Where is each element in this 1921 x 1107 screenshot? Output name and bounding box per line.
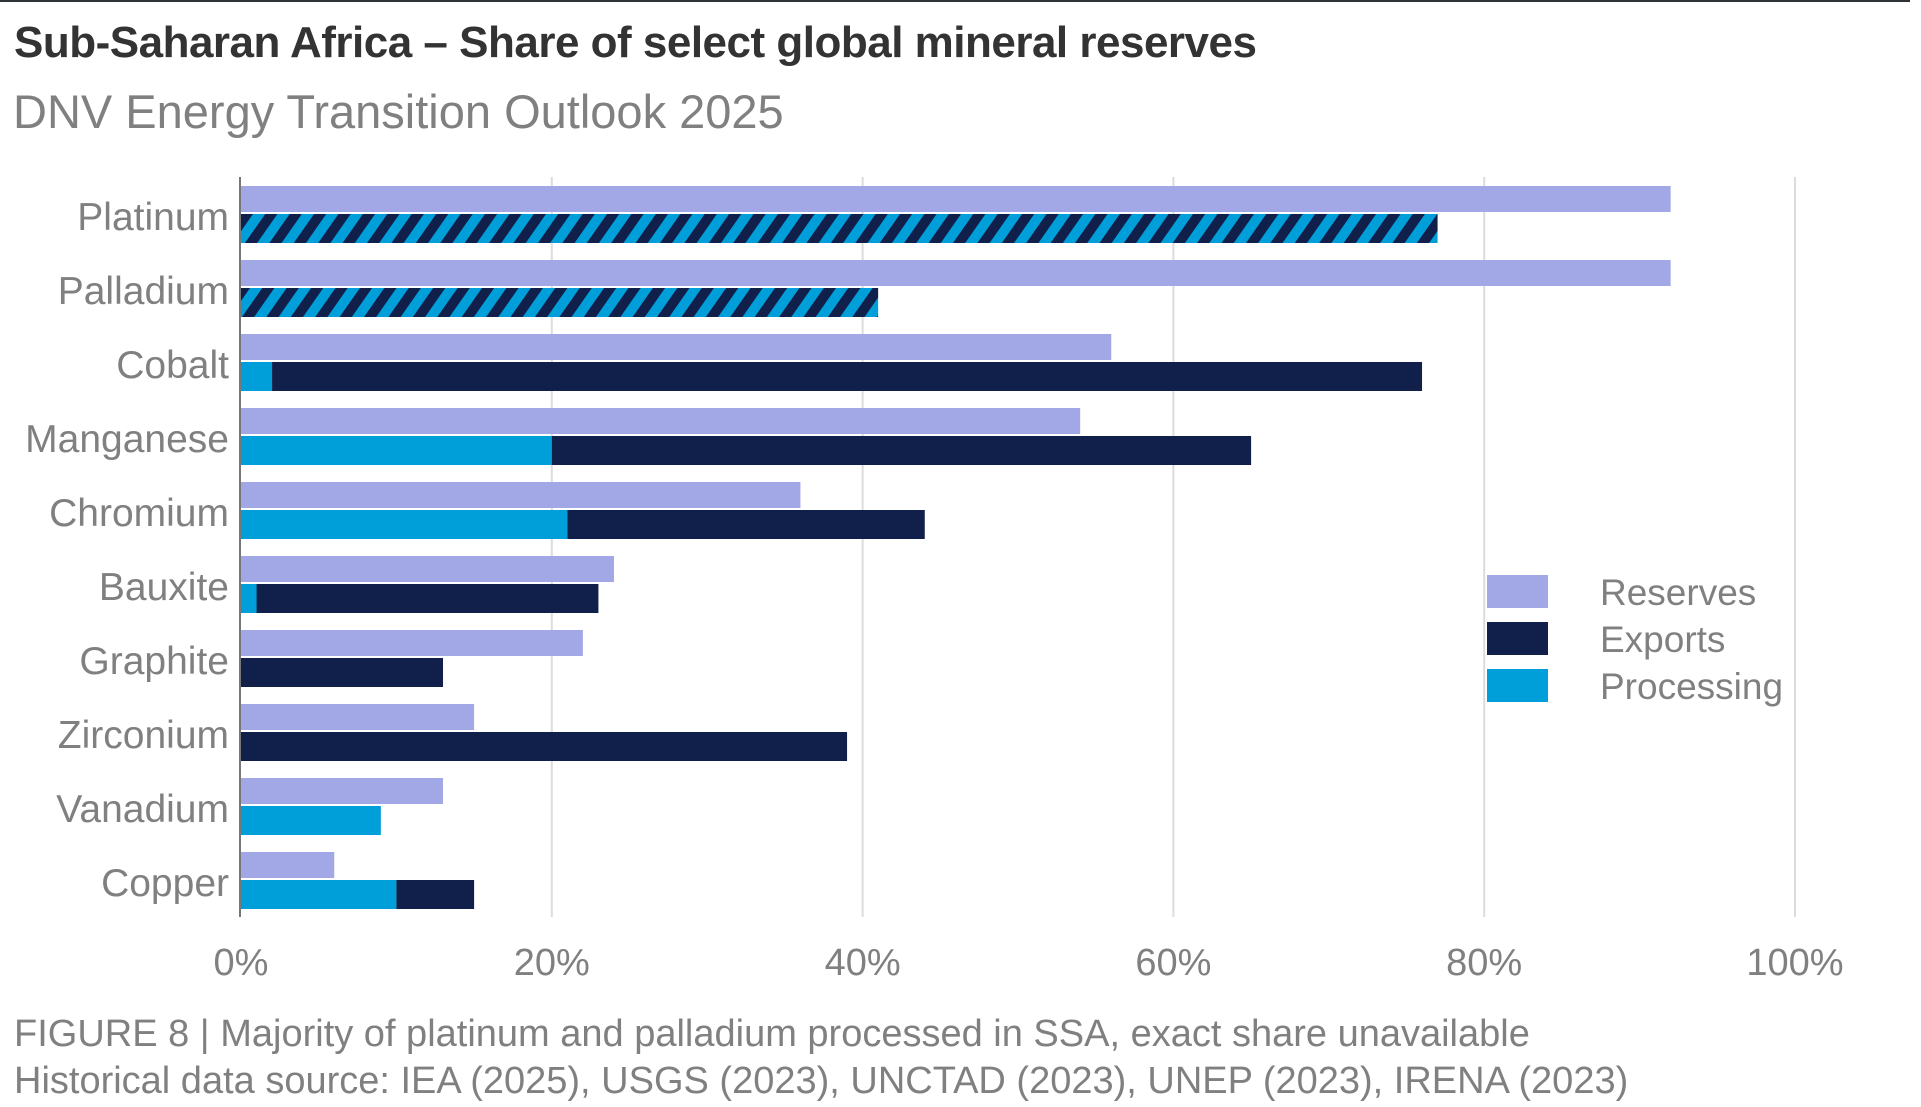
bar-exports-processing-hatched	[241, 288, 879, 317]
category-label: Copper	[101, 862, 229, 905]
category-label: Palladium	[58, 270, 229, 313]
x-tick-label: 80%	[1446, 942, 1522, 984]
category-label: Platinum	[77, 196, 229, 239]
bar-reserves	[241, 408, 1081, 434]
category-label: Cobalt	[116, 344, 229, 387]
bar-reserves	[241, 630, 583, 656]
x-tick-label: 20%	[514, 942, 590, 984]
chart-title: Sub-Saharan Africa – Share of select glo…	[14, 18, 1257, 67]
bar-processing	[241, 436, 552, 465]
legend-label-exports: Exports	[1600, 619, 1725, 660]
bar-reserves	[241, 704, 475, 730]
bar-exports	[256, 584, 599, 613]
bar-reserves	[241, 186, 1671, 212]
bar-processing	[241, 362, 273, 391]
bar-exports	[396, 880, 475, 909]
x-tick-label: 100%	[1746, 942, 1843, 984]
x-tick-label: 0%	[214, 942, 269, 984]
legend-swatch-processing	[1487, 669, 1548, 702]
top-border-line	[0, 0, 1910, 2]
legend-swatch-exports	[1487, 622, 1548, 655]
bars	[241, 186, 1671, 909]
legend-label-processing: Processing	[1600, 666, 1783, 707]
bar-exports-processing-hatched	[241, 214, 1438, 243]
category-labels: Platinum Palladium Cobalt Manganese Chromium…	[25, 196, 229, 905]
chart-subtitle: DNV Energy Transition Outlook 2025	[13, 85, 784, 138]
figure-caption: FIGURE 8 | Majority of platinum and pall…	[14, 1013, 1530, 1055]
legend-swatch-reserves	[1487, 575, 1548, 608]
category-label: Chromium	[49, 492, 229, 535]
bar-processing	[241, 806, 381, 835]
bar-exports	[567, 510, 925, 539]
bar-processing	[241, 510, 568, 539]
bar-exports	[241, 732, 848, 761]
x-tick-label: 60%	[1135, 942, 1211, 984]
bar-exports	[272, 362, 1423, 391]
bar-exports	[241, 658, 444, 687]
bar-reserves	[241, 482, 801, 508]
category-label: Manganese	[25, 418, 229, 461]
bar-reserves	[241, 556, 614, 582]
legend: Reserves Exports Processing	[1487, 572, 1783, 707]
bar-reserves	[241, 334, 1112, 360]
bar-reserves	[241, 778, 444, 804]
bar-reserves	[241, 260, 1671, 286]
bar-exports	[551, 436, 1252, 465]
category-label: Zirconium	[58, 714, 229, 757]
category-label: Graphite	[79, 640, 229, 683]
category-label: Vanadium	[56, 788, 229, 831]
legend-label-reserves: Reserves	[1600, 572, 1756, 613]
bar-processing	[241, 880, 397, 909]
bar-reserves	[241, 852, 335, 878]
data-source: Historical data source: IEA (2025), USGS…	[14, 1060, 1629, 1102]
x-tick-label: 40%	[825, 942, 901, 984]
category-label: Bauxite	[99, 566, 229, 609]
x-tick-labels: 0% 20% 40% 60% 80% 100%	[214, 942, 1844, 984]
bar-processing	[241, 584, 257, 613]
